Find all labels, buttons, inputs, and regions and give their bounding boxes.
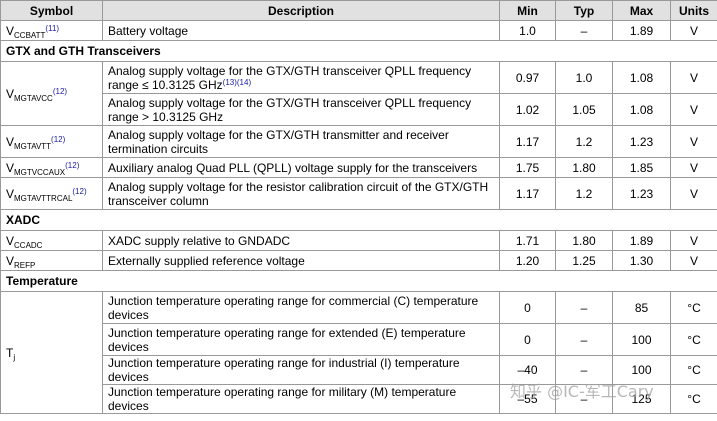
symbol-cell: VCCADC	[0, 230, 103, 251]
unit-cell: °C	[670, 384, 717, 414]
unit-cell: V	[670, 177, 717, 210]
max-cell: 125	[612, 384, 671, 414]
max-cell: 1.08	[612, 61, 671, 94]
description-cell: Analog supply voltage for the GTX/GTH tr…	[102, 61, 500, 94]
unit-cell: V	[670, 93, 717, 126]
max-cell: 1.23	[612, 125, 671, 158]
symbol-cell: VMGTAVTTRCAL(12)	[0, 177, 103, 210]
unit-cell: V	[670, 61, 717, 94]
symbol-cell: VREFP	[0, 250, 103, 271]
min-cell: 1.71	[499, 230, 556, 251]
unit-cell: V	[670, 125, 717, 158]
description-cell: Junction temperature operating range for…	[102, 384, 500, 414]
header-description: Description	[102, 0, 500, 21]
max-cell: 1.08	[612, 93, 671, 126]
max-cell: 1.89	[612, 20, 671, 41]
unit-cell: V	[670, 230, 717, 251]
typ-cell: –	[555, 323, 613, 356]
typ-cell: 1.0	[555, 61, 613, 94]
max-cell: 1.30	[612, 250, 671, 271]
min-cell: 1.20	[499, 250, 556, 271]
min-cell: 1.02	[499, 93, 556, 126]
max-cell: 100	[612, 355, 671, 385]
table-row: Tj Junction temperature operating range …	[0, 291, 717, 414]
table-row: Junction temperature operating range for…	[1, 384, 717, 414]
description-cell: Junction temperature operating range for…	[102, 355, 500, 385]
max-cell: 85	[612, 291, 671, 324]
symbol-cell: VCCBATT(11)	[0, 20, 103, 41]
min-cell: 1.17	[499, 177, 556, 210]
max-cell: 1.23	[612, 177, 671, 210]
header-units: Units	[670, 0, 717, 21]
min-cell: 1.0	[499, 20, 556, 41]
typ-cell: –	[555, 355, 613, 385]
min-cell: 1.17	[499, 125, 556, 158]
min-cell: 0.97	[499, 61, 556, 94]
min-cell: 1.75	[499, 157, 556, 178]
table-row: Analog supply voltage for the GTX/GTH tr…	[1, 93, 717, 126]
symbol-cell: VMGTAVTT(12)	[0, 125, 103, 158]
unit-cell: V	[670, 20, 717, 41]
section-row: XADC	[0, 209, 717, 231]
symbol-cell: Tj	[0, 291, 103, 414]
min-cell: –55	[499, 384, 556, 414]
section-row: Temperature	[0, 270, 717, 292]
table-row: Junction temperature operating range for…	[1, 355, 717, 385]
table-row: VMGTAVTT(12) Analog supply voltage for t…	[0, 125, 717, 158]
header-typ: Typ	[555, 0, 613, 21]
description-cell: Junction temperature operating range for…	[102, 291, 500, 324]
description-cell: Analog supply voltage for the resistor c…	[102, 177, 500, 210]
typ-cell: –	[555, 384, 613, 414]
typ-cell: 1.2	[555, 177, 613, 210]
table-row: Junction temperature operating range for…	[1, 323, 717, 356]
symbol-cell: VMGTAVCC(12)	[0, 61, 103, 126]
unit-cell: V	[670, 250, 717, 271]
unit-cell: °C	[670, 291, 717, 324]
description-cell: Auxiliary analog Quad PLL (QPLL) voltage…	[102, 157, 500, 178]
unit-cell: V	[670, 157, 717, 178]
description-cell: Externally supplied reference voltage	[102, 250, 500, 271]
unit-cell: °C	[670, 355, 717, 385]
table-row: VMGTAVCC(12) Analog supply voltage for t…	[0, 61, 717, 126]
header-min: Min	[499, 0, 556, 21]
table-row: VREFP Externally supplied reference volt…	[0, 250, 717, 271]
description-cell: Analog supply voltage for the GTX/GTH tr…	[102, 125, 500, 158]
max-cell: 1.85	[612, 157, 671, 178]
description-cell: Analog supply voltage for the GTX/GTH tr…	[102, 93, 500, 126]
header-max: Max	[612, 0, 671, 21]
section-row: GTX and GTH Transceivers	[0, 40, 717, 62]
section-title: XADC	[0, 209, 717, 231]
max-cell: 1.89	[612, 230, 671, 251]
unit-cell: °C	[670, 323, 717, 356]
typ-cell: 1.80	[555, 157, 613, 178]
table-row: VCCBATT(11) Battery voltage 1.0 – 1.89 V	[0, 20, 717, 41]
header-row: Symbol Description Min Typ Max Units	[0, 0, 717, 21]
description-cell: XADC supply relative to GNDADC	[102, 230, 500, 251]
min-cell: 0	[499, 291, 556, 324]
section-title: Temperature	[0, 270, 717, 292]
min-cell: –40	[499, 355, 556, 385]
table-row: VCCADC XADC supply relative to GNDADC 1.…	[0, 230, 717, 251]
header-symbol: Symbol	[0, 0, 103, 21]
typ-cell: 1.05	[555, 93, 613, 126]
min-cell: 0	[499, 323, 556, 356]
typ-cell: –	[555, 291, 613, 324]
max-cell: 100	[612, 323, 671, 356]
typ-cell: –	[555, 20, 613, 41]
table-row: VMGTVCCAUX(12) Auxiliary analog Quad PLL…	[0, 157, 717, 178]
symbol-cell: VMGTVCCAUX(12)	[0, 157, 103, 178]
typ-cell: 1.80	[555, 230, 613, 251]
description-cell: Junction temperature operating range for…	[102, 323, 500, 356]
typ-cell: 1.2	[555, 125, 613, 158]
typ-cell: 1.25	[555, 250, 613, 271]
description-cell: Battery voltage	[102, 20, 500, 41]
section-title: GTX and GTH Transceivers	[0, 40, 717, 62]
table-row: VMGTAVTTRCAL(12) Analog supply voltage f…	[0, 177, 717, 210]
